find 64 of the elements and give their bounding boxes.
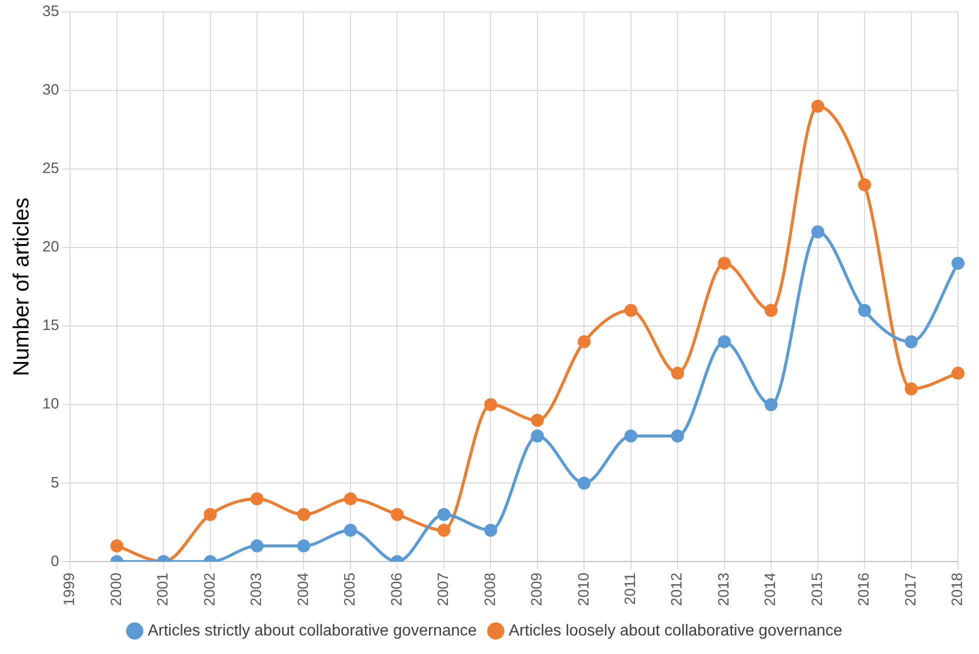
point (858, 304, 872, 317)
x-tick-label: 2012 (668, 572, 686, 606)
x-tick-label: 2016 (856, 572, 873, 606)
x-tick-label: 2011 (622, 572, 640, 605)
point (764, 398, 778, 412)
point (344, 524, 357, 537)
point (624, 430, 638, 442)
point (297, 539, 310, 552)
y-tick-label: 35 (42, 3, 60, 20)
point (811, 225, 824, 238)
point (297, 508, 310, 522)
x-tick-label: 2017 (902, 572, 920, 606)
x-tick-label: 2003 (248, 572, 266, 606)
x-tick-label: 2014 (762, 572, 780, 606)
point (718, 256, 731, 270)
point (671, 430, 684, 442)
point (624, 304, 638, 317)
y-tick-label: 15 (42, 317, 60, 334)
x-tick-label: 2010 (575, 572, 592, 606)
y-axis-title: Number of articles (8, 198, 34, 376)
x-tick-label: 2013 (715, 572, 732, 606)
point (764, 304, 778, 317)
x-tick-label: 2018 (949, 572, 966, 606)
point (578, 335, 591, 348)
point (204, 508, 217, 522)
y-tick-label: 20 (42, 238, 60, 256)
legend-label: Articles strictly about collaborative governance (148, 622, 477, 640)
point (250, 492, 264, 506)
point (437, 524, 450, 537)
y-tick-label: 10 (42, 396, 60, 413)
legend-label: Articles loosely about collaborative governance (508, 622, 842, 640)
point (952, 256, 964, 270)
point (904, 382, 918, 396)
point (484, 524, 498, 537)
x-tick-label: 2001 (154, 572, 172, 606)
point (484, 398, 498, 412)
point (671, 366, 684, 380)
x-tick-label: 2007 (435, 572, 452, 606)
point (344, 492, 357, 506)
point (250, 539, 264, 552)
x-tick-label: 2002 (201, 572, 218, 606)
point (437, 508, 450, 522)
x-tick-label: 2008 (482, 572, 499, 606)
x-tick-label: 2006 (388, 572, 406, 606)
point (530, 414, 544, 427)
point (530, 430, 544, 442)
point (904, 335, 918, 348)
point (390, 508, 404, 522)
x-tick-label: 2015 (808, 572, 826, 606)
point (858, 178, 872, 192)
y-tick-label: 25 (42, 160, 60, 178)
y-tick-label: 5 (50, 474, 60, 492)
point (718, 335, 731, 348)
point (110, 539, 124, 552)
x-tick-label: 1999 (61, 572, 78, 606)
point (952, 366, 964, 380)
y-tick-label: 0 (50, 552, 60, 570)
x-tick-label: 2004 (294, 572, 312, 606)
x-tick-label: 2000 (108, 572, 125, 606)
point (811, 100, 824, 113)
y-tick-label: 30 (42, 82, 60, 99)
x-tick-label: 2009 (528, 572, 546, 606)
x-tick-label: 2005 (342, 572, 359, 606)
point (578, 476, 591, 490)
